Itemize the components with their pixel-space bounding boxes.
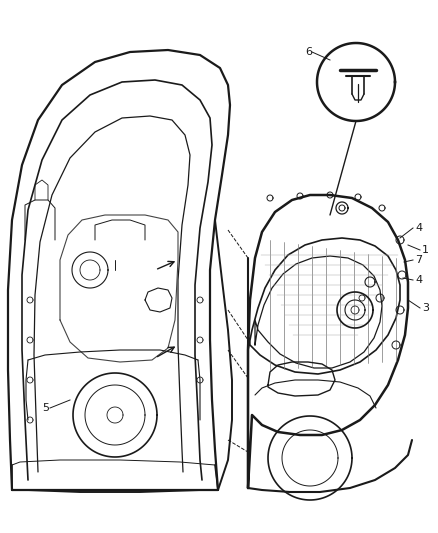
Text: 1: 1 [422, 245, 429, 255]
Text: 4: 4 [415, 223, 422, 233]
Text: 3: 3 [422, 303, 429, 313]
Text: 4: 4 [415, 275, 422, 285]
Text: 7: 7 [415, 255, 422, 265]
Text: 5: 5 [42, 403, 49, 413]
Text: 6: 6 [305, 47, 312, 57]
